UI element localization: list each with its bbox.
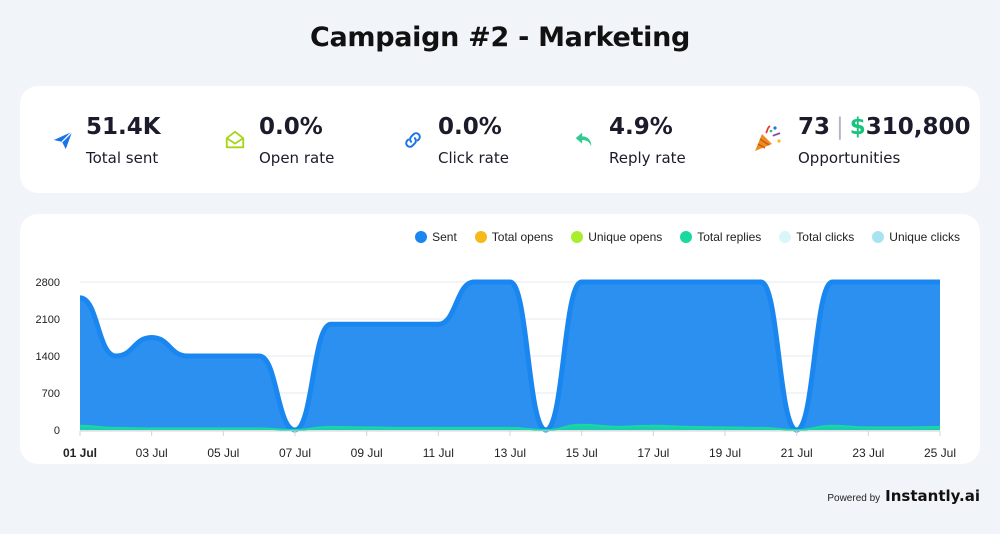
legend-dot: [571, 231, 584, 243]
legend-label: Total clicks: [796, 230, 855, 244]
chart-card: 0 700 1400 2100 2800 01 Jul 03 Jul 05 Jul 07 Ju…: [20, 214, 980, 464]
x-tick-label: 01 Jul: [63, 446, 97, 460]
paper-plane-icon: [53, 131, 73, 150]
reply-arrow-icon: [575, 132, 592, 147]
x-tick-label: 07 Jul: [279, 446, 311, 460]
x-tick-label: 11 Jul: [423, 446, 454, 460]
brand-logo[interactable]: Instantly.ai: [885, 487, 980, 505]
stat-value: 0.0%: [259, 114, 323, 140]
legend-label: Unique clicks: [889, 230, 960, 244]
series-layer: [79, 279, 941, 433]
legend-item[interactable]: Unique clicks: [872, 230, 960, 244]
currency-symbol: $: [849, 114, 866, 140]
chart-legend: Sent Total opens Unique opens Total replies…: [397, 230, 960, 244]
x-tick-label: 13 Jul: [494, 446, 526, 460]
legend-item[interactable]: Unique opens: [571, 230, 662, 244]
series-line-total-replies: [79, 423, 941, 431]
stat-label: Click rate: [438, 149, 509, 167]
x-tick-label: 21 Jul: [781, 446, 813, 460]
x-tick-label: 15 Jul: [566, 446, 598, 460]
open-envelope-icon: [225, 130, 245, 149]
x-tick-label: 19 Jul: [709, 446, 741, 460]
footer: Powered by Instantly.ai: [827, 487, 980, 505]
stat-label: Open rate: [259, 149, 335, 167]
legend-label: Unique opens: [588, 230, 663, 244]
stat-label: Total sent: [86, 149, 159, 167]
stat-value: 4.9%: [609, 114, 673, 140]
legend-item[interactable]: Total opens: [474, 230, 554, 244]
opportunities-count: 73: [798, 114, 831, 140]
y-tick-label: 0: [54, 425, 60, 437]
legend-dot: [872, 231, 885, 243]
opportunities-value: 73 | $310,800: [798, 114, 971, 140]
legend-dot: [474, 231, 487, 243]
legend-label: Total opens: [491, 230, 554, 244]
link-icon: [405, 132, 421, 148]
legend-item[interactable]: Total replies: [680, 230, 761, 244]
stats-card: 51.4K Total sent 0.0% Open rate 0.0% Cli…: [20, 86, 980, 193]
separator: |: [836, 114, 844, 140]
legend-dot: [779, 231, 792, 243]
x-tick-label: 23 Jul: [852, 446, 884, 460]
legend-dot: [680, 231, 693, 243]
y-tick-label: 2800: [36, 277, 60, 289]
y-tick-label: 2100: [36, 314, 60, 326]
y-tick-label: 1400: [36, 351, 60, 363]
legend-label: Total replies: [697, 230, 762, 244]
x-tick-label: 25 Jul: [924, 446, 956, 460]
stat-label: Reply rate: [609, 149, 686, 167]
powered-by-text: Powered by: [827, 493, 881, 504]
x-tick-label: 05 Jul: [207, 446, 239, 460]
stat-label: Opportunities: [798, 149, 901, 167]
legend-item[interactable]: Total clicks: [779, 230, 854, 244]
axis-layer: 01 Jul 03 Jul 05 Jul 07 Jul 09 Jul 11 Jul 13 J…: [63, 430, 956, 460]
legend-item[interactable]: Sent: [415, 230, 457, 244]
x-tick-label: 09 Jul: [351, 446, 383, 460]
stat-value: 0.0%: [438, 114, 502, 140]
series-area-sent: [80, 282, 940, 430]
y-tick-label: 700: [42, 388, 60, 400]
series-area-total-replies: [80, 424, 940, 430]
legend-dot: [415, 231, 428, 243]
opportunities-amount: 310,800: [865, 114, 971, 140]
stat-value: 51.4K: [86, 114, 161, 140]
x-tick-label: 03 Jul: [136, 446, 168, 460]
chart-area: 0 700 1400 2100 2800 01 Jul 03 Jul 05 Jul 07 Ju…: [36, 277, 957, 460]
legend-label: Sent: [432, 230, 457, 244]
page-title: Campaign #2 - Marketing: [309, 22, 691, 53]
party-popper-icon: [755, 125, 781, 151]
x-tick-label: 17 Jul: [637, 446, 669, 460]
